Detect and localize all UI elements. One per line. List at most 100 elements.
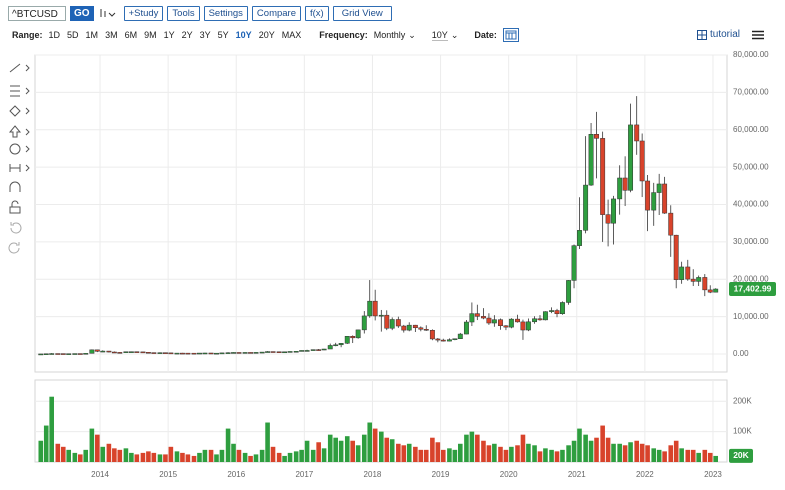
- chart-type-icon[interactable]: [98, 7, 120, 19]
- x-tick-label: 2018: [364, 470, 382, 479]
- candle-body: [162, 352, 168, 354]
- x-tick-label: 2016: [227, 470, 245, 479]
- range-option[interactable]: 5D: [67, 30, 79, 40]
- candle-body: [310, 349, 316, 351]
- volume-bar: [611, 443, 616, 462]
- settings-button[interactable]: Settings: [203, 5, 248, 21]
- candle-body: [219, 352, 225, 355]
- volume-bar: [100, 446, 106, 462]
- frequency-select[interactable]: Monthly: [373, 30, 406, 40]
- candle-body: [378, 314, 384, 317]
- tools-button[interactable]: Tools: [167, 5, 200, 21]
- candle-body: [89, 349, 95, 354]
- annotation-tool[interactable]: [9, 143, 21, 155]
- candle-body: [594, 134, 599, 139]
- volume-bar: [389, 439, 395, 462]
- lock-tool[interactable]: [9, 200, 21, 214]
- candle-body: [248, 352, 253, 354]
- x-tick-label: 2021: [568, 470, 586, 479]
- candle-body: [549, 310, 555, 312]
- y-tick-label: 30,000.00: [733, 237, 769, 246]
- volume-bar: [95, 434, 100, 462]
- line-tool[interactable]: [9, 63, 30, 73]
- range-option[interactable]: 2Y: [181, 30, 193, 40]
- candle-body: [560, 302, 565, 315]
- volume-bar: [287, 452, 293, 462]
- candle-body: [276, 351, 282, 353]
- candle-body: [49, 353, 55, 355]
- arrow-tool[interactable]: [8, 125, 30, 138]
- period-select[interactable]: 10Y: [431, 29, 448, 41]
- range-option[interactable]: 1Y: [163, 30, 175, 40]
- calendar-button[interactable]: [502, 28, 519, 42]
- range-option[interactable]: 20Y: [258, 30, 275, 40]
- tutorial-text[interactable]: tutorial: [709, 29, 740, 40]
- candle-body: [554, 310, 560, 315]
- y-tick-label: 20,000.00: [733, 274, 769, 283]
- candle-body: [333, 344, 339, 347]
- range-option-active[interactable]: 10Y: [235, 30, 252, 40]
- magnet-tool[interactable]: [9, 181, 21, 192]
- volume-bar: [509, 446, 514, 462]
- candle-body: [542, 311, 548, 321]
- range-option[interactable]: 3M: [105, 30, 118, 40]
- volume-bar: [197, 452, 202, 462]
- volume-bar: [673, 440, 679, 462]
- redo-tool[interactable]: [8, 242, 20, 254]
- volume-bar: [367, 422, 373, 462]
- candle-body: [418, 327, 424, 330]
- volume-bar: [304, 440, 310, 462]
- range-label: Range:: [12, 30, 43, 40]
- volume-bar: [577, 428, 582, 462]
- candle-body: [668, 212, 674, 236]
- candle-body: [367, 300, 373, 317]
- candle-body: [690, 278, 696, 282]
- volume-bar: [225, 428, 231, 462]
- range-option[interactable]: MAX: [281, 30, 302, 40]
- candle-body: [350, 336, 356, 339]
- volume-bar: [617, 443, 622, 462]
- range-option[interactable]: 1D: [48, 30, 61, 40]
- volume-bar: [594, 437, 599, 462]
- symbol-input[interactable]: ^BTCUSD: [8, 5, 66, 21]
- fib-tool[interactable]: [10, 85, 30, 97]
- tutorial-link[interactable]: tutorial: [696, 29, 765, 40]
- shape-tool[interactable]: [9, 105, 30, 117]
- volume-bar: [129, 452, 134, 462]
- fx-button[interactable]: f(x): [305, 5, 329, 21]
- candle-body: [702, 277, 708, 291]
- range-option[interactable]: 3Y: [199, 30, 211, 40]
- range-option[interactable]: 6M: [124, 30, 138, 40]
- volume-bar: [447, 448, 452, 462]
- candle-body: [270, 351, 276, 353]
- candle-body: [696, 277, 702, 282]
- study-button[interactable]: +Study: [123, 5, 164, 21]
- dropdown-caret: ⌄: [408, 29, 416, 40]
- volume-bar: [492, 443, 497, 462]
- range-option[interactable]: 5Y: [217, 30, 229, 40]
- candle-body: [242, 352, 248, 354]
- volume-bar: [316, 442, 321, 462]
- grid-view-button[interactable]: Grid View: [332, 5, 392, 21]
- compare-button[interactable]: Compare: [251, 5, 301, 21]
- candle-body: [282, 351, 288, 354]
- range-option[interactable]: 1M: [85, 30, 99, 40]
- volume-bar: [43, 425, 49, 462]
- candle-body: [236, 352, 242, 354]
- candle-body: [503, 325, 509, 328]
- candle-body: [191, 352, 197, 355]
- volume-bar: [560, 449, 565, 462]
- range-option[interactable]: 9M: [144, 30, 157, 40]
- y-tick-label: 40,000.00: [733, 200, 769, 209]
- volume-bar: [605, 437, 611, 462]
- candle-body: [123, 351, 129, 353]
- undo-tool[interactable]: [10, 222, 22, 234]
- candle-body: [72, 353, 78, 355]
- menu-icon[interactable]: [751, 30, 765, 40]
- go-button[interactable]: GO: [70, 5, 94, 21]
- candle-body: [412, 324, 418, 329]
- measure-tool[interactable]: [9, 164, 30, 172]
- volume-bar: [344, 436, 350, 462]
- volume-bar: [423, 449, 429, 462]
